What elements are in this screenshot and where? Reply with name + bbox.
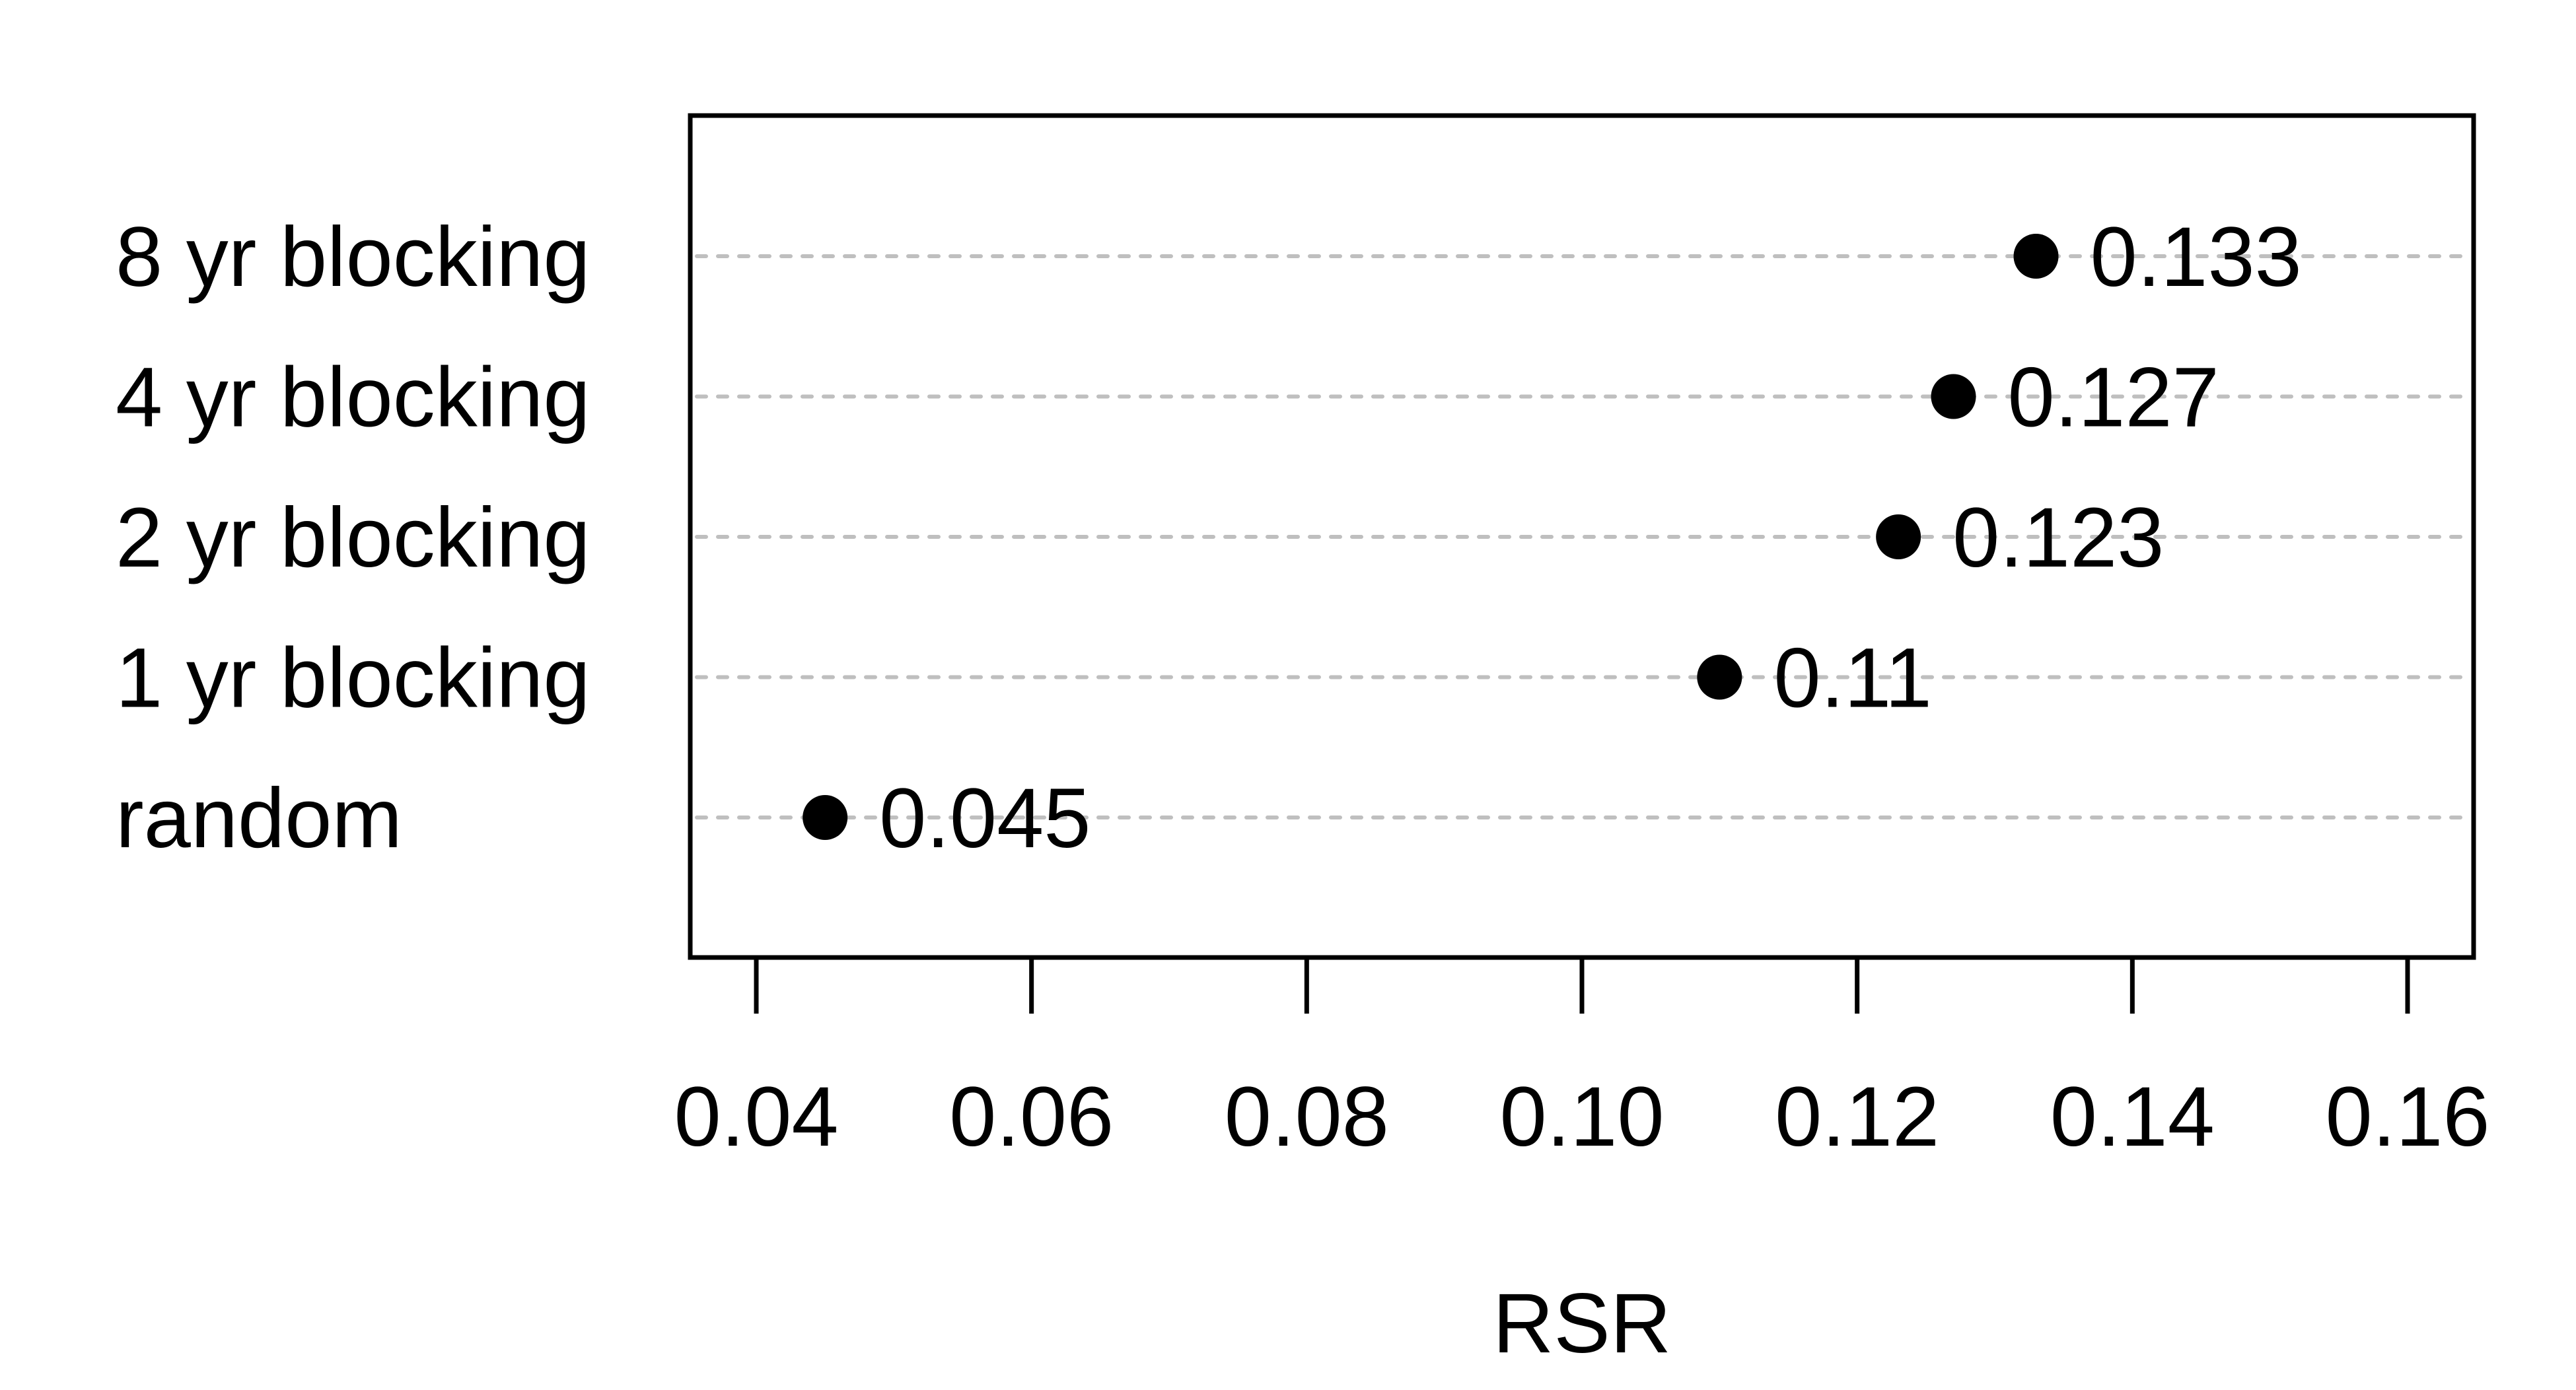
gridlines	[695, 254, 2469, 819]
x-tick-label: 0.06	[949, 1070, 1114, 1164]
category-label: 2 yr blocking	[116, 491, 590, 585]
data-label: 0.133	[2091, 210, 2302, 304]
data-label: 0.045	[879, 771, 1091, 866]
data-point	[1697, 654, 1742, 700]
data-point	[2013, 234, 2059, 279]
x-tick-label: 0.10	[1499, 1070, 1664, 1164]
category-label: 4 yr blocking	[116, 351, 590, 445]
x-axis-title: RSR	[1493, 1276, 1671, 1371]
data-points	[803, 234, 2059, 840]
x-tick-label: 0.04	[674, 1070, 838, 1164]
category-label: random	[116, 771, 402, 866]
data-label: 0.11	[1773, 631, 1932, 726]
x-axis: 0.04 0.06 0.08 0.10 0.12 0.14 0.16	[674, 957, 2490, 1164]
x-tick-label: 0.14	[2050, 1070, 2215, 1164]
x-tick-label: 0.16	[2325, 1070, 2489, 1164]
category-label: 1 yr blocking	[116, 631, 590, 726]
x-tick-label: 0.08	[1225, 1070, 1389, 1164]
data-label: 0.123	[1952, 491, 2164, 585]
data-point	[1876, 514, 1921, 559]
data-point	[803, 795, 848, 840]
data-label: 0.127	[2008, 351, 2219, 445]
category-label: 8 yr blocking	[116, 210, 590, 304]
category-labels: 8 yr blocking 4 yr blocking 2 yr blocking 1…	[116, 210, 590, 866]
x-tick-label: 0.12	[1775, 1070, 1939, 1164]
data-point	[1931, 374, 1976, 419]
